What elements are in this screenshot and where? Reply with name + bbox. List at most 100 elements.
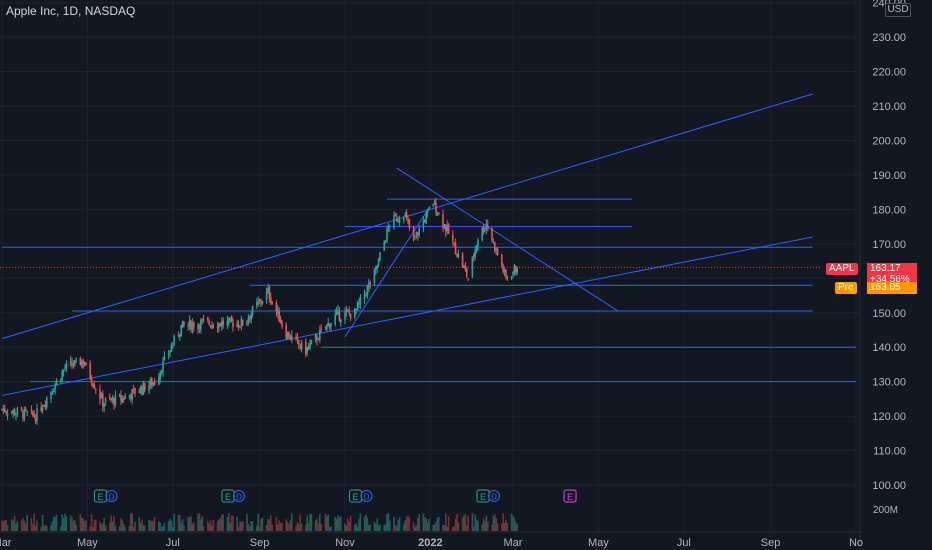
volume-bar [4, 520, 6, 531]
time-axis[interactable]: Mar May Jul Sep Nov 2022 Mar May Jul Sep No [0, 531, 863, 549]
volume-bar [403, 524, 405, 531]
volume-bar [134, 521, 136, 531]
candle-body [307, 346, 310, 350]
volume-bar [422, 513, 425, 531]
trendline [396, 167, 619, 312]
candle-body [134, 388, 136, 394]
volume-bar [344, 523, 346, 531]
volume-bar [491, 524, 493, 531]
volume-bar [516, 523, 518, 531]
candle-body [170, 345, 173, 352]
volume-bar [502, 513, 504, 531]
volume-bar [473, 526, 475, 531]
time-tick-label: Mar [0, 537, 12, 549]
volume-bar [503, 522, 506, 531]
candle-body [435, 203, 437, 214]
candle-body [177, 334, 180, 336]
candle-body [354, 308, 356, 317]
volume-bar [299, 514, 301, 531]
earnings-label: E [97, 492, 103, 502]
candle-body [271, 302, 273, 304]
volume-bar [345, 525, 348, 531]
volume-bar [71, 517, 73, 531]
candle-body [317, 339, 320, 341]
volume-bar [484, 520, 486, 531]
volume-bar [153, 516, 156, 531]
earnings-label: E [352, 492, 358, 502]
candle-body [456, 254, 458, 257]
volume-bar [481, 524, 483, 531]
split-icon[interactable]: E [563, 489, 577, 503]
volume-bar [188, 517, 191, 531]
candle-body [61, 371, 63, 380]
candle-body [34, 417, 37, 422]
candle-body [111, 397, 114, 400]
volume-bar [32, 523, 34, 531]
volume-bar [216, 521, 219, 531]
volume-bar [201, 516, 203, 531]
volume-bar [149, 520, 152, 531]
candle-body [148, 385, 150, 392]
candle-body [454, 243, 457, 255]
volume-bar [349, 515, 352, 531]
candle-body [345, 310, 348, 312]
volume-bar [249, 526, 251, 531]
candle-body [237, 324, 240, 327]
candle-body [491, 228, 493, 241]
volume-bar [375, 523, 377, 531]
volume-bar [222, 514, 224, 531]
candle-body [506, 277, 509, 279]
volume-bar [314, 520, 317, 531]
candle-body [356, 302, 359, 311]
candle-body [51, 392, 54, 395]
candle-body [44, 405, 47, 407]
volume-bar [474, 514, 476, 531]
volume-bar [33, 513, 35, 531]
time-tick-label: No [849, 537, 863, 549]
candle-body [366, 286, 369, 295]
volume-bar [454, 518, 457, 531]
candle-body [398, 220, 401, 222]
volume-bar [258, 526, 261, 531]
candle-body [319, 330, 321, 340]
candle-body [212, 326, 215, 328]
candle-body [484, 228, 486, 231]
candle-body [64, 367, 66, 369]
candle-body [187, 325, 189, 327]
volume-bar [295, 526, 297, 531]
horizontal-levels[interactable] [2, 198, 856, 383]
volume-bar [365, 514, 367, 531]
volume-bar [278, 520, 280, 531]
volume-bar [389, 520, 391, 531]
candle-body [69, 361, 72, 363]
volume-bar [279, 522, 282, 531]
candle-body [300, 341, 303, 350]
candle-body [72, 364, 75, 366]
candle-body [89, 362, 91, 379]
volume-bar [208, 523, 210, 531]
candle-body [4, 408, 6, 413]
candle-body [412, 226, 415, 238]
trendlines[interactable] [1, 93, 813, 396]
volume-bar [198, 513, 201, 531]
volume-bar [271, 524, 273, 531]
volume-bar [412, 522, 415, 531]
candle-body [193, 322, 195, 328]
candle-body [79, 358, 82, 366]
volume-bar [337, 515, 339, 531]
volume-bar [26, 514, 28, 531]
candle-body [249, 315, 251, 319]
volume-bar [212, 519, 215, 531]
candle-body [516, 267, 518, 274]
currency-badge[interactable]: USD [885, 3, 911, 17]
volume-bar [40, 526, 42, 531]
price-tick-label: 190.00 [872, 170, 906, 182]
volume-bar [415, 525, 418, 531]
volume-bar [177, 515, 180, 531]
